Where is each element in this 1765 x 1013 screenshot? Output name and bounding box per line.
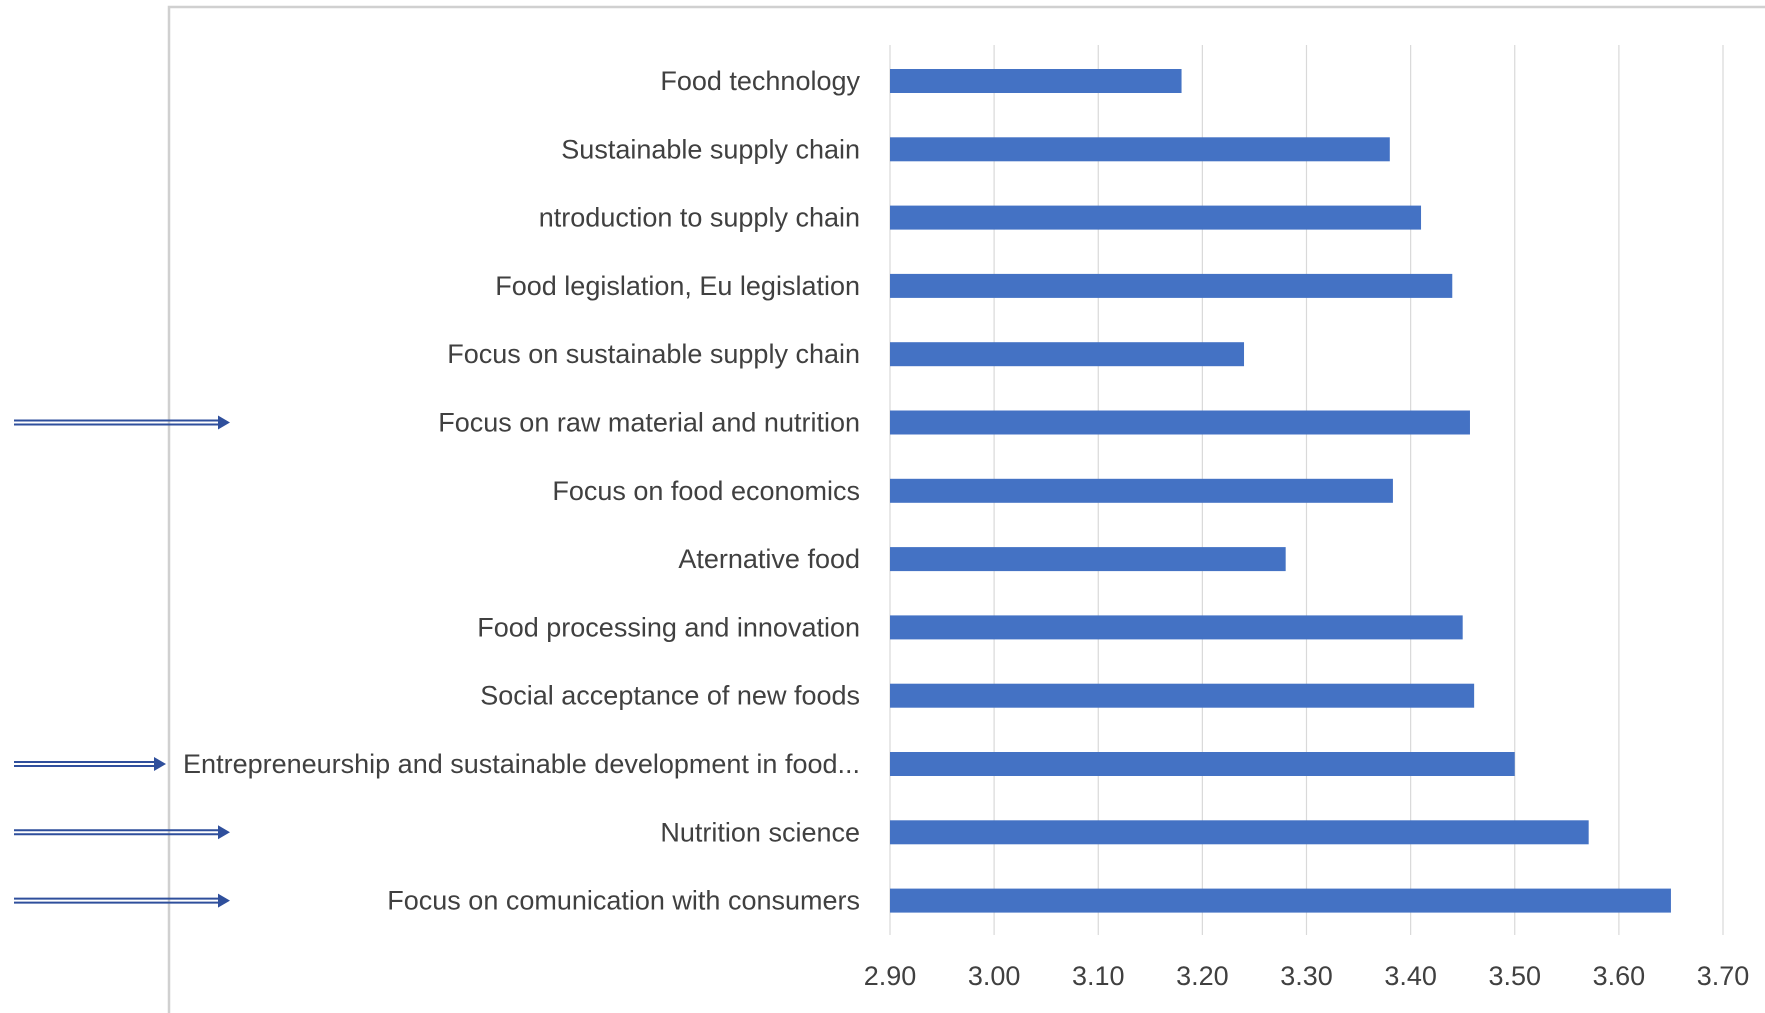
bar	[890, 69, 1182, 93]
category-label: Sustainable supply chain	[561, 134, 860, 164]
bar	[890, 820, 1589, 845]
x-tick-label: 3.10	[1072, 961, 1125, 991]
category-label: Nutrition science	[660, 817, 860, 847]
category-label: Focus on raw material and nutrition	[438, 408, 860, 438]
bar	[890, 205, 1422, 230]
bar	[890, 888, 1671, 913]
x-tick-label: 3.20	[1176, 961, 1229, 991]
category-label: Aternative food	[678, 544, 860, 574]
category-label: Food legislation, Eu legislation	[495, 271, 860, 301]
x-tick-label: 3.00	[968, 961, 1021, 991]
bar	[890, 752, 1515, 776]
chart-frame	[167, 5, 1765, 1013]
x-tick-label: 3.30	[1280, 961, 1333, 991]
annotation-arrow	[14, 893, 230, 908]
x-axis-ticks: 2.90 3.00 3.10 3.20 3.30 3.40 3.50 3.60 3.70	[864, 961, 1750, 991]
category-label: Focus on comunication with consumers	[387, 886, 860, 916]
category-label: Food processing and innovation	[477, 612, 860, 642]
x-tick-label: 3.70	[1697, 961, 1750, 991]
bars	[890, 69, 1671, 913]
bar	[890, 547, 1286, 572]
bar	[890, 273, 1453, 298]
x-tick-label: 3.60	[1593, 961, 1646, 991]
annotation-arrow	[14, 415, 230, 430]
category-label: Food technology	[660, 66, 860, 96]
bar	[890, 615, 1463, 640]
bar	[890, 342, 1245, 367]
bar	[890, 137, 1390, 162]
x-tick-label: 3.50	[1488, 961, 1541, 991]
annotation-arrow	[14, 825, 230, 840]
category-label: Entrepreneurship and sustainable develop…	[183, 749, 860, 779]
bar	[890, 478, 1393, 503]
category-label: ntroduction to supply chain	[539, 203, 860, 233]
category-label: Focus on food economics	[552, 476, 860, 506]
annotation-arrows	[14, 415, 230, 908]
annotation-arrow	[14, 757, 166, 771]
bar	[890, 410, 1470, 435]
category-labels: Food technology Sustainable supply chain n…	[183, 66, 860, 916]
bar	[890, 683, 1475, 708]
x-tick-label: 3.40	[1384, 961, 1437, 991]
x-tick-label: 2.90	[864, 961, 917, 991]
category-label: Social acceptance of new foods	[480, 681, 860, 711]
category-label: Focus on sustainable supply chain	[447, 339, 860, 369]
